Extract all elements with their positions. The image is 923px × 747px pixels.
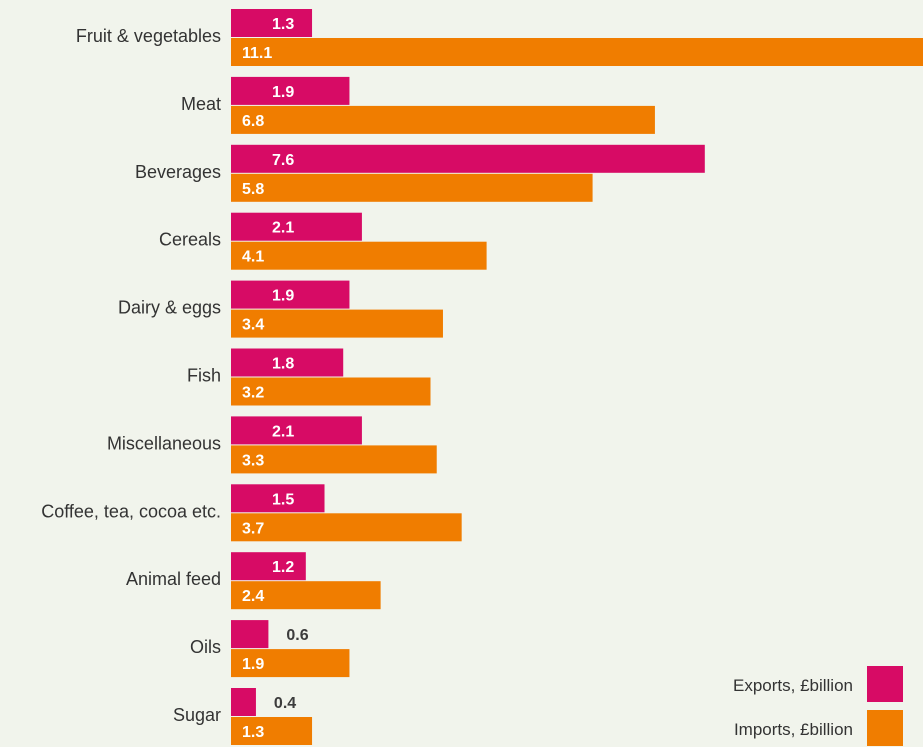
- export-bar-coffee-tea-cocoa-etc: [231, 484, 325, 513]
- export-value-label: 0.4: [274, 695, 296, 712]
- bars: 1.311.11.96.87.65.82.14.11.93.41.83.22.1…: [231, 9, 923, 745]
- export-value-label: 2.1: [272, 220, 294, 237]
- import-value-label: 4.1: [242, 249, 264, 266]
- category-label-beverages: Beverages: [135, 162, 221, 182]
- import-bar-sugar: [231, 717, 313, 745]
- export-value-label: 1.2: [272, 559, 294, 576]
- import-bar-meat: [231, 105, 655, 134]
- import-value-label: 1.9: [242, 656, 264, 673]
- import-bar-animal-feed: [231, 581, 381, 610]
- category-label-meat: Meat: [181, 94, 221, 114]
- category-label-dairy-eggs: Dairy & eggs: [118, 298, 221, 318]
- legend: Exports, £billion Imports, £billion: [733, 666, 903, 746]
- legend-swatch-exports: [867, 666, 903, 702]
- import-value-label: 5.8: [242, 181, 264, 198]
- import-bar-beverages: [231, 173, 593, 202]
- import-bar-coffee-tea-cocoa-etc: [231, 513, 462, 542]
- import-bar-cereals: [231, 241, 487, 270]
- export-bar-oils: [231, 620, 269, 649]
- category-label-fruit-vegetables: Fruit & vegetables: [76, 26, 221, 46]
- export-bar-miscellaneous: [231, 416, 362, 445]
- export-bar-animal-feed: [231, 552, 306, 581]
- export-value-label: 0.6: [286, 627, 308, 644]
- legend-label-exports: Exports, £billion: [733, 676, 853, 695]
- export-bar-fish: [231, 348, 344, 377]
- export-value-label: 1.9: [272, 84, 294, 101]
- export-bar-fruit-vegetables: [231, 9, 313, 37]
- import-bar-fish: [231, 377, 431, 406]
- export-bar-dairy-eggs: [231, 280, 350, 309]
- export-bar-meat: [231, 76, 350, 105]
- import-bar-oils: [231, 649, 350, 678]
- import-value-label: 11.1: [242, 45, 272, 62]
- export-value-label: 2.1: [272, 423, 294, 440]
- export-value-label: 1.5: [272, 491, 294, 508]
- category-label-fish: Fish: [187, 366, 221, 386]
- category-label-miscellaneous: Miscellaneous: [107, 433, 221, 453]
- import-value-label: 1.3: [242, 724, 264, 741]
- legend-swatch-imports: [867, 710, 903, 746]
- category-labels: Fruit & vegetables Meat Beverages Cereals Da…: [41, 26, 221, 725]
- category-label-sugar: Sugar: [173, 705, 221, 725]
- export-value-label: 1.8: [272, 356, 294, 373]
- export-value-label: 1.3: [272, 16, 294, 33]
- import-value-label: 3.2: [242, 385, 264, 402]
- import-value-label: 2.4: [242, 588, 264, 605]
- export-bar-cereals: [231, 212, 362, 241]
- category-label-oils: Oils: [190, 637, 221, 657]
- export-bar-beverages: [231, 144, 705, 173]
- import-value-label: 3.4: [242, 317, 264, 334]
- import-bar-dairy-eggs: [231, 309, 443, 338]
- legend-label-imports: Imports, £billion: [734, 720, 853, 739]
- category-label-animal-feed: Animal feed: [126, 569, 221, 589]
- import-value-label: 6.8: [242, 113, 264, 130]
- export-bar-sugar: [231, 688, 256, 716]
- category-label-coffee-tea-cocoa-etc: Coffee, tea, cocoa etc.: [41, 501, 221, 521]
- export-value-label: 7.6: [272, 152, 294, 169]
- category-label-cereals: Cereals: [159, 230, 221, 250]
- import-value-label: 3.3: [242, 452, 264, 469]
- import-value-label: 3.7: [242, 520, 264, 537]
- import-bar-fruit-vegetables: [231, 38, 923, 66]
- export-value-label: 1.9: [272, 288, 294, 305]
- import-bar-miscellaneous: [231, 445, 437, 474]
